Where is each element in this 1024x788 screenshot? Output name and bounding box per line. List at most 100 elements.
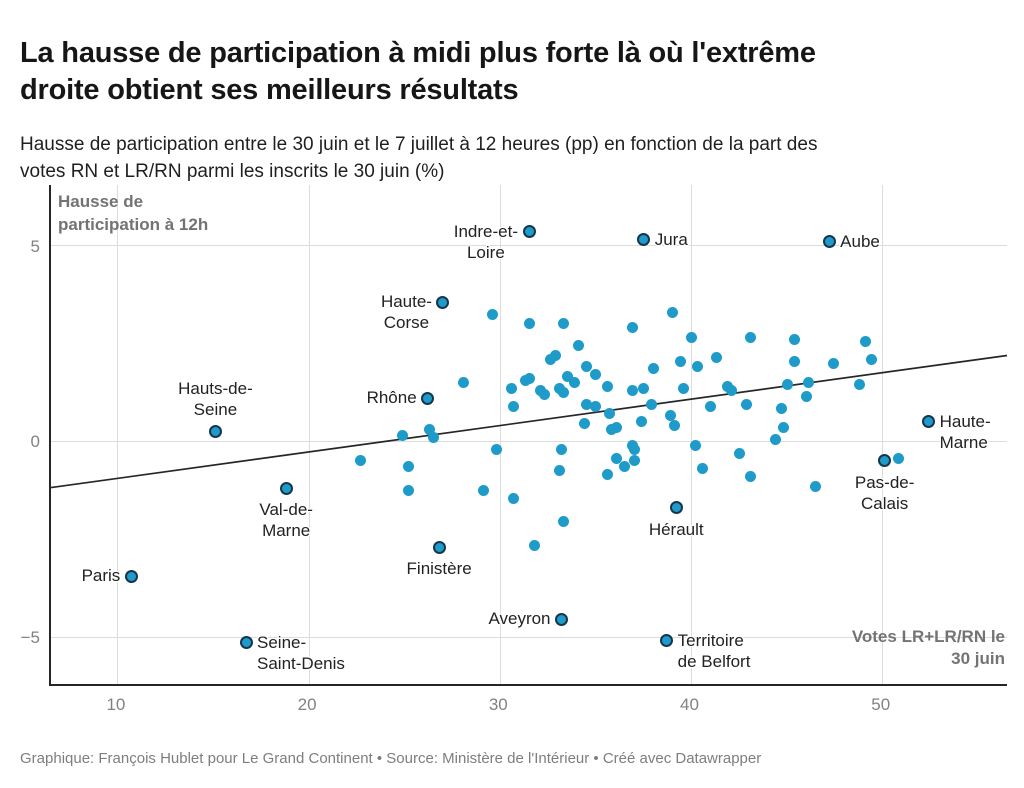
trend-line [50, 354, 1008, 489]
data-point [691, 361, 703, 373]
data-point-labeled [124, 569, 138, 583]
data-point [733, 447, 745, 459]
y-tick-label: 5 [30, 236, 40, 256]
data-point [603, 408, 615, 420]
data-point [403, 461, 415, 473]
y-axis-title: Hausse de participation à 12h [58, 192, 209, 234]
data-point [619, 461, 631, 473]
data-point [892, 453, 904, 465]
data-point [557, 386, 569, 398]
data-point [689, 439, 701, 451]
point-label: Territoire de Belfort [677, 630, 751, 671]
x-tick-label: 40 [680, 695, 699, 714]
data-point [557, 318, 569, 330]
data-point [578, 418, 590, 430]
data-point [529, 539, 541, 551]
data-point [590, 400, 602, 412]
data-point [427, 431, 439, 443]
data-point [550, 349, 562, 361]
data-point [605, 424, 617, 436]
point-label: Seine- Saint-Denis [257, 632, 345, 673]
data-point [775, 402, 787, 414]
data-point-labeled [555, 612, 568, 626]
data-point [781, 379, 793, 391]
data-point [647, 363, 659, 375]
data-point-labeled [878, 454, 892, 468]
data-point [854, 379, 866, 391]
data-point [626, 439, 638, 451]
data-point-labeled [279, 481, 293, 495]
data-point [580, 398, 592, 410]
data-point-labeled [522, 225, 536, 239]
data-point [508, 492, 520, 504]
gridline-x [499, 185, 501, 684]
data-point [561, 371, 573, 383]
data-point [573, 339, 585, 351]
point-label: Indre-et- Loire [453, 221, 518, 262]
point-label: Hauts-de- Seine [178, 378, 253, 419]
data-point [538, 388, 550, 400]
data-point [827, 357, 839, 369]
data-point [777, 422, 789, 434]
data-point [523, 373, 535, 385]
data-point-labeled [637, 233, 651, 247]
point-label: Jura [654, 229, 688, 249]
point-label: Pas-de- Calais [854, 472, 915, 513]
gridline-y [51, 440, 1007, 442]
data-point-labeled [660, 634, 674, 648]
scatter-chart: Paris Hauts-de- Seine Seine- Saint-Denis Va… [0, 185, 1024, 730]
data-point [626, 384, 638, 396]
data-point [678, 383, 690, 394]
point-label: Finistère [406, 559, 472, 579]
point-label: Hérault [648, 519, 704, 539]
data-point-labeled [239, 636, 253, 650]
data-point [601, 469, 613, 481]
plot-area: Paris Hauts-de- Seine Seine- Saint-Denis Va… [49, 185, 1008, 686]
point-label: Rhône [366, 388, 417, 408]
data-point [490, 443, 502, 455]
gridline-x [691, 185, 693, 684]
y-tick-label: 0 [30, 432, 40, 452]
point-label: Haute- Marne [939, 411, 991, 452]
data-point [770, 433, 782, 445]
data-point-labeled [669, 501, 683, 515]
chart-title: La hausse de participation à midi plus f… [20, 37, 816, 107]
data-point-labeled [922, 415, 936, 429]
point-label: Haute- Corse [380, 292, 432, 333]
data-point [556, 443, 567, 455]
data-point-labeled [208, 425, 222, 439]
data-point [580, 361, 592, 373]
data-point [726, 384, 738, 396]
data-point [554, 465, 566, 477]
chart-subtitle: Hausse de participation entre le 30 juin… [20, 134, 818, 182]
data-point [508, 400, 520, 412]
data-point [710, 351, 722, 363]
y-tick-label: −5 [20, 628, 40, 648]
gridline-y [51, 636, 1007, 638]
data-point [424, 424, 436, 436]
point-label: Val-de- Marne [259, 500, 313, 541]
data-point [810, 480, 822, 492]
data-point [544, 353, 556, 365]
data-point [557, 516, 569, 528]
data-point [458, 377, 470, 389]
data-point [601, 381, 613, 393]
data-point [668, 420, 680, 432]
data-point-labeled [436, 295, 450, 309]
data-point [506, 383, 518, 394]
data-point [865, 353, 877, 365]
point-label: Aube [840, 231, 880, 251]
x-axis-title: Votes LR+LR/RN le 30 juin [851, 627, 1005, 668]
data-point [569, 377, 581, 389]
gridline-x [882, 185, 884, 684]
data-point [487, 308, 499, 320]
gridline-x [117, 185, 119, 684]
data-point [674, 355, 686, 367]
data-point [800, 390, 812, 402]
x-tick-label: 50 [871, 695, 891, 714]
data-point [860, 336, 871, 348]
x-tick-label: 10 [106, 695, 126, 714]
data-point [590, 369, 602, 381]
attribution-footer: Graphique: François Hublet pour Le Grand… [20, 750, 762, 767]
